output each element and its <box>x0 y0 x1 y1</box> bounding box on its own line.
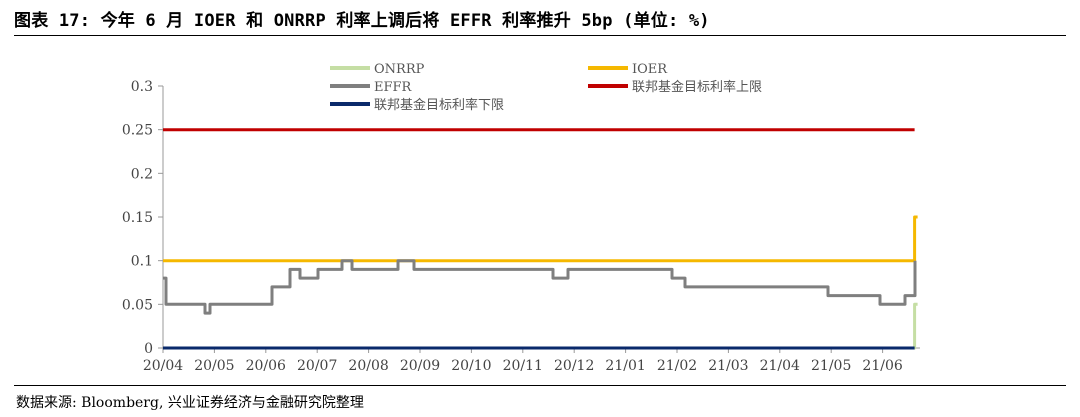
x-tick-label: 20/10 <box>451 358 491 374</box>
chart-series <box>163 128 918 350</box>
x-tick-label: 20/06 <box>246 358 286 374</box>
y-tick-label: 0.05 <box>122 297 153 313</box>
series-line-ioer <box>163 215 918 263</box>
series-line-onrrp <box>163 302 918 350</box>
x-tick-label: 20/05 <box>194 358 234 374</box>
legend-label: IOER <box>632 62 668 77</box>
chart-axes: 0 0.05 0.1 0.15 0.2 0.25 0.3 20/04 20/05 20/06 20/… <box>122 79 920 374</box>
legend-label: ONRRP <box>374 62 425 77</box>
x-tick-label: 21/02 <box>657 358 697 374</box>
x-tick-label: 20/12 <box>554 358 594 374</box>
x-tick-label: 21/01 <box>605 358 645 374</box>
x-tick-label: 20/11 <box>503 358 543 374</box>
legend-label: EFFR <box>374 80 413 95</box>
y-tick-label: 0 <box>144 341 153 357</box>
x-tick-label: 21/06 <box>862 358 902 374</box>
chart-title: 图表 17: 今年 6 月 IOER 和 ONRRP 利率上调后将 EFFR 利… <box>14 11 710 31</box>
x-tick-label: 21/04 <box>760 358 800 374</box>
legend-label: 联邦基金目标利率下限 <box>374 97 504 113</box>
y-tick-label: 0.1 <box>131 254 153 270</box>
x-tick-label: 20/04 <box>143 358 183 374</box>
series-line-effr <box>163 259 917 315</box>
x-tick-label: 20/08 <box>348 358 388 374</box>
x-tick-label: 20/09 <box>400 358 440 374</box>
y-tick-label: 0.25 <box>122 123 153 139</box>
y-tick-label: 0.3 <box>131 79 153 95</box>
source-note: 数据来源: Bloomberg, 兴业证券经济与金融研究院整理 <box>16 395 364 411</box>
x-tick-label: 20/07 <box>297 358 337 374</box>
x-tick-label: 21/05 <box>811 358 851 374</box>
x-tick-label: 21/03 <box>708 358 748 374</box>
y-tick-label: 0.15 <box>122 210 153 226</box>
y-tick-label: 0.2 <box>131 166 153 182</box>
legend-label: 联邦基金目标利率上限 <box>632 79 762 95</box>
source-rule <box>14 385 1066 386</box>
title-rule <box>14 35 1066 36</box>
